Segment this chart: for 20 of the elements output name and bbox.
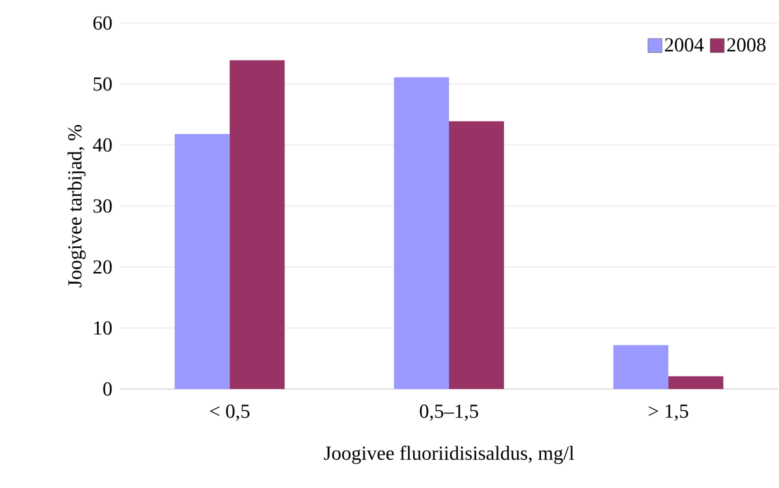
bar	[394, 77, 450, 389]
x-tick-label: < 0,5	[210, 404, 250, 421]
bar	[230, 60, 285, 389]
y-tick-label: 20	[93, 260, 112, 274]
y-tick-label: 50	[94, 77, 112, 91]
y-tick-label: 60	[93, 16, 112, 30]
bar	[668, 376, 724, 389]
x-tick-label: > 1,5	[648, 404, 688, 421]
y-tick-label: 30	[94, 199, 112, 213]
bar	[449, 121, 504, 389]
legend-label: 2004	[665, 38, 704, 52]
y-axis-title: Joogivee tarbijad, %	[68, 125, 86, 288]
y-tick-label: 0	[103, 382, 112, 396]
y-tick-label: 10	[94, 321, 112, 335]
bar	[613, 345, 668, 389]
x-tick-label: 0,5–1,5	[420, 404, 478, 421]
y-tick-label: 40	[92, 138, 112, 152]
x-axis-title: Joogivee fluoriidisisaldus, mg/l	[324, 446, 574, 464]
legend-label: 2008	[727, 38, 766, 52]
bar	[174, 134, 230, 389]
